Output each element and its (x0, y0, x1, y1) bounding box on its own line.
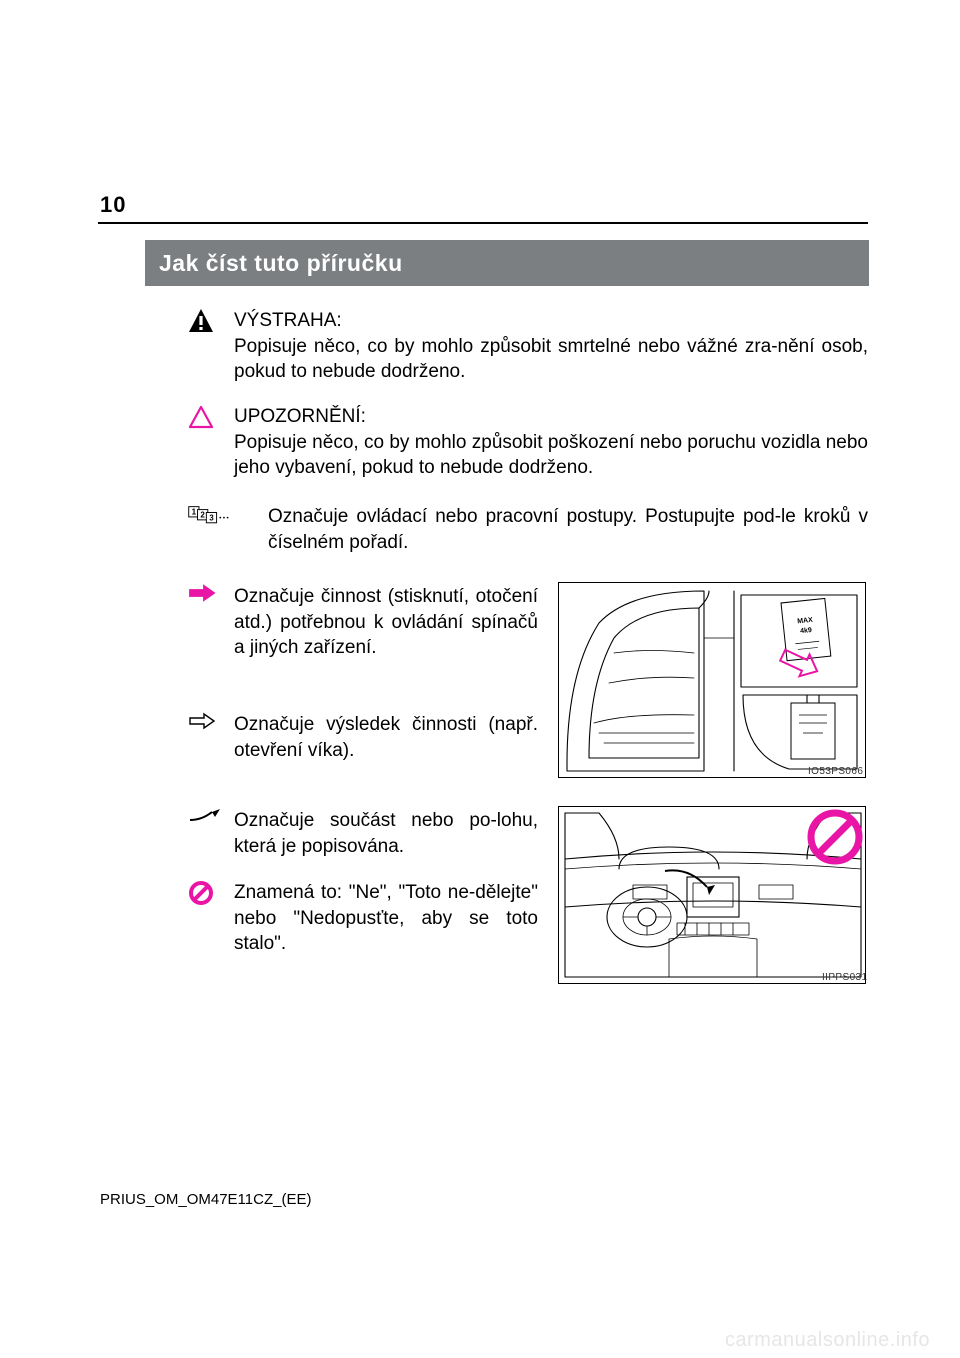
component-text: Označuje součást nebo po-lohu, která je … (234, 808, 538, 859)
manual-page: 10 Jak číst tuto příručku VÝSTRAHA: Popi… (0, 0, 960, 1358)
notice-body: Popisuje něco, co by mohlo způsobit pošk… (234, 432, 868, 479)
result-arrow-icon (188, 712, 234, 763)
warning-text: VÝSTRAHA: Popisuje něco, co by mohlo způ… (234, 308, 868, 385)
component-block: Označuje součást nebo po-lohu, která je … (188, 808, 538, 859)
notice-heading: UPOZORNĚNÍ: (234, 406, 366, 427)
prohibit-icon (188, 880, 234, 957)
header-rule (98, 222, 868, 224)
action-text: Označuje činnost (stisknutí, otočení atd… (234, 584, 538, 661)
prohibit-text: Znamená to: "Ne", "Toto ne-dělejte" nebo… (234, 880, 538, 957)
notice-icon (188, 404, 234, 481)
section-title: Jak číst tuto příručku (159, 250, 403, 277)
result-block: Označuje výsledek činnosti (např. otevře… (188, 712, 538, 763)
action-block: Označuje činnost (stisknutí, otočení atd… (188, 584, 538, 661)
section-title-bar: Jak číst tuto příručku (145, 240, 869, 286)
step-3: 3 (209, 514, 214, 523)
page-number: 10 (100, 192, 126, 218)
figure-1: MAX 4k9 (558, 582, 866, 778)
step-2: 2 (200, 511, 205, 520)
notice-block: UPOZORNĚNÍ: Popisuje něco, co by mohlo z… (188, 404, 868, 481)
steps-block: 1 2 3 Označuje ovládací nebo pracovní po… (188, 504, 868, 555)
figure-1-caption: IO53PS066 (808, 766, 863, 777)
warning-icon (188, 308, 234, 385)
action-arrow-icon (188, 584, 234, 661)
figure-2-caption: IIPPS031 (822, 972, 867, 983)
warning-heading: VÝSTRAHA: (234, 310, 342, 331)
watermark: carmanualsonline.info (725, 1329, 930, 1352)
steps-text: Označuje ovládací nebo pracovní postupy.… (264, 504, 868, 555)
pointer-arrow-icon (188, 808, 234, 859)
result-text: Označuje výsledek činnosti (např. otevře… (234, 712, 538, 763)
notice-text: UPOZORNĚNÍ: Popisuje něco, co by mohlo z… (234, 404, 868, 481)
footer-code: PRIUS_OM_OM47E11CZ_(EE) (100, 1191, 311, 1208)
fig1-tag-line2: 4k9 (800, 627, 812, 635)
figure-2 (558, 806, 866, 984)
step-1: 1 (192, 508, 197, 517)
prohibit-block: Znamená to: "Ne", "Toto ne-dělejte" nebo… (188, 880, 538, 957)
steps-icon: 1 2 3 (188, 504, 264, 555)
warning-body: Popisuje něco, co by mohlo způsobit smrt… (234, 336, 868, 383)
warning-block: VÝSTRAHA: Popisuje něco, co by mohlo způ… (188, 308, 868, 385)
